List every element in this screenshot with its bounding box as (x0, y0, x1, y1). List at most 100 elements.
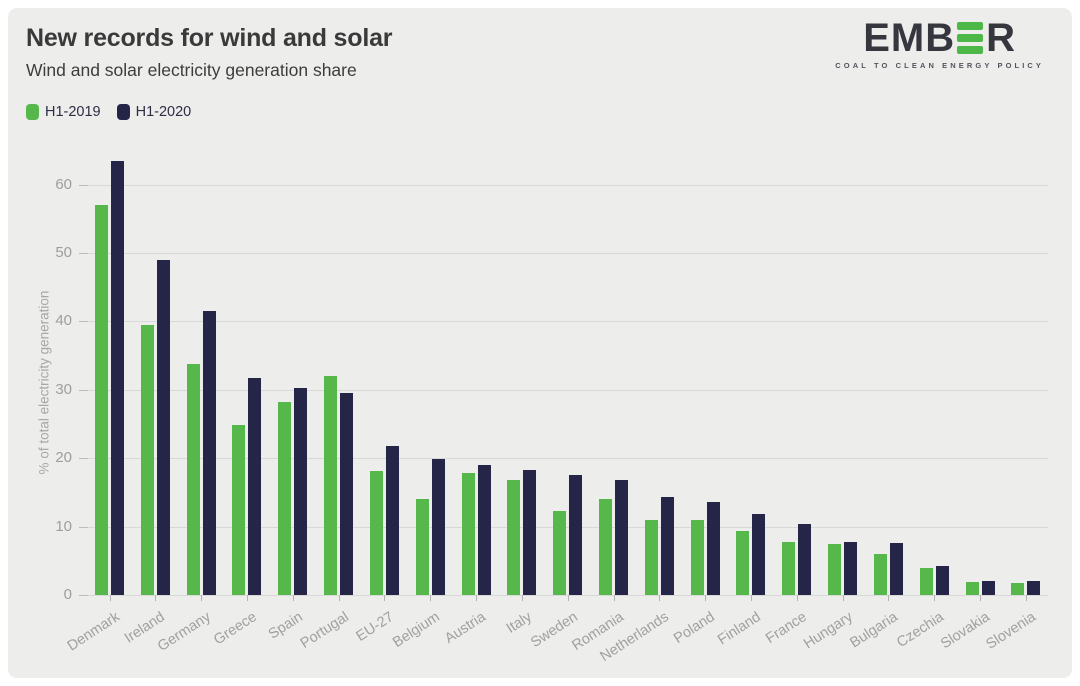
ember-logo: EMB R COAL TO CLEAN ENERGY POLICY (835, 18, 1044, 70)
bar-H1-2019-Belgium (415, 499, 429, 595)
y-tick-mark-0 (79, 595, 88, 596)
bar-H1-2020-Poland (706, 501, 720, 595)
gridline-30 (88, 389, 1048, 391)
bar-H1-2019-France (782, 542, 796, 595)
x-tick-Czechia (934, 595, 936, 601)
bar-H1-2020-Slovenia (1027, 581, 1041, 595)
bar-H1-2020-France (798, 523, 812, 595)
y-tick-mark-10 (79, 526, 88, 528)
legend-label-h1-2020: H1-2020 (135, 104, 192, 120)
x-tick-Finland (750, 595, 752, 601)
bar-H1-2019-Hungary (828, 543, 842, 595)
bar-H1-2019-Sweden (553, 510, 567, 595)
legend-label-h1-2019: H1-2019 (45, 104, 101, 120)
page-title: New records for wind and solar (26, 24, 393, 52)
bar-H1-2019-Denmark (95, 205, 108, 595)
y-tick-label-10: 10 (55, 517, 72, 535)
bar-H1-2019-Finland (736, 530, 750, 595)
ember-logo-wordmark: EMB R (835, 18, 1044, 58)
bar-H1-2020-Sweden (569, 475, 583, 595)
x-tick-Slovakia (980, 595, 982, 601)
bar-H1-2019-Greece (232, 424, 246, 595)
ember-logo-text-left: EMB (863, 16, 956, 60)
bar-H1-2019-Netherlands (644, 519, 658, 595)
bar-H1-2019-Spain (278, 402, 292, 595)
y-tick-mark-40 (79, 321, 88, 323)
bar-H1-2019-Portugal (324, 376, 338, 595)
bar-H1-2020-Belgium (431, 458, 445, 595)
bar-H1-2020-Finland (752, 514, 766, 595)
bar-H1-2020-Hungary (844, 541, 858, 595)
bar-H1-2019-EU-27 (369, 470, 383, 595)
x-tick-Denmark (109, 595, 111, 601)
y-tick-label-60: 60 (55, 175, 72, 193)
x-tick-Germany (201, 595, 203, 601)
x-tick-Greece (246, 595, 248, 601)
x-tick-Spain (292, 595, 294, 601)
x-tick-Belgium (430, 595, 432, 601)
x-tick-Sweden (567, 595, 569, 601)
bar-H1-2020-Portugal (340, 393, 354, 595)
bar-H1-2019-Austria (461, 473, 475, 595)
legend-swatch-h1-2020 (116, 104, 130, 120)
bar-H1-2019-Bulgaria (873, 553, 887, 595)
bar-H1-2019-Germany (186, 363, 200, 595)
x-tick-Ireland (155, 595, 157, 601)
bar-H1-2019-Slovenia (1011, 583, 1025, 595)
ember-logo-text-right: R (986, 16, 1017, 60)
bar-H1-2020-EU-27 (385, 445, 399, 595)
bar-H1-2020-Romania (615, 480, 629, 595)
x-tick-Netherlands (659, 595, 661, 601)
x-tick-EU-27 (384, 595, 386, 601)
bar-H1-2020-Netherlands (660, 496, 674, 595)
bar-H1-2020-Austria (477, 465, 491, 595)
y-tick-mark-60 (79, 184, 88, 186)
legend-item-h1-2019: H1-2019 (26, 104, 101, 120)
x-tick-Portugal (338, 595, 340, 601)
x-tick-Poland (705, 595, 707, 601)
legend-swatch-h1-2019 (26, 104, 39, 120)
bar-H1-2019-Slovakia (965, 582, 979, 595)
bar-H1-2020-Denmark (111, 160, 124, 595)
y-tick-label-40: 40 (55, 312, 72, 330)
chart-card: New records for wind and solar Wind and … (8, 8, 1072, 678)
gridline-60 (88, 184, 1048, 186)
bar-H1-2019-Ireland (140, 324, 154, 595)
x-tick-Romania (613, 595, 615, 601)
legend-item-h1-2020: H1-2020 (116, 104, 192, 120)
bar-H1-2020-Germany (202, 311, 216, 595)
x-tick-Italy (521, 595, 523, 601)
bar-H1-2020-Slovakia (981, 580, 995, 595)
page-subtitle: Wind and solar electricity generation sh… (26, 60, 357, 80)
y-tick-mark-30 (79, 389, 88, 391)
x-tick-France (796, 595, 798, 601)
x-tick-Austria (476, 595, 478, 601)
y-tick-mark-50 (79, 253, 88, 254)
bar-H1-2019-Italy (507, 480, 521, 595)
bar-H1-2020-Spain (294, 387, 308, 595)
y-tick-mark-20 (79, 458, 88, 460)
bar-H1-2020-Italy (523, 469, 537, 595)
ember-logo-bars-icon (957, 22, 984, 54)
bar-H1-2020-Czechia (935, 565, 949, 595)
bar-H1-2019-Poland (690, 520, 704, 595)
gridline-50 (88, 253, 1048, 254)
y-tick-label-50: 50 (55, 244, 72, 261)
chart-legend: H1-2019 H1-2020 (26, 104, 191, 120)
x-tick-Slovenia (1025, 595, 1027, 601)
ember-logo-tagline: COAL TO CLEAN ENERGY POLICY (835, 61, 1044, 70)
bar-H1-2019-Czechia (919, 568, 933, 595)
bar-H1-2020-Ireland (156, 259, 170, 595)
bar-chart: % of total electricity generation 0 10 20 3… (8, 8, 1072, 678)
x-tick-Bulgaria (888, 595, 890, 601)
y-tick-label-30: 30 (55, 380, 72, 398)
x-tick-Hungary (842, 595, 844, 601)
gridline-20 (88, 458, 1048, 460)
bar-H1-2020-Greece (248, 378, 262, 595)
gridline-40 (88, 321, 1048, 323)
bar-H1-2019-Romania (599, 498, 613, 595)
bar-H1-2020-Bulgaria (889, 543, 903, 595)
gridline-10 (88, 526, 1048, 528)
y-tick-label-20: 20 (55, 449, 72, 467)
